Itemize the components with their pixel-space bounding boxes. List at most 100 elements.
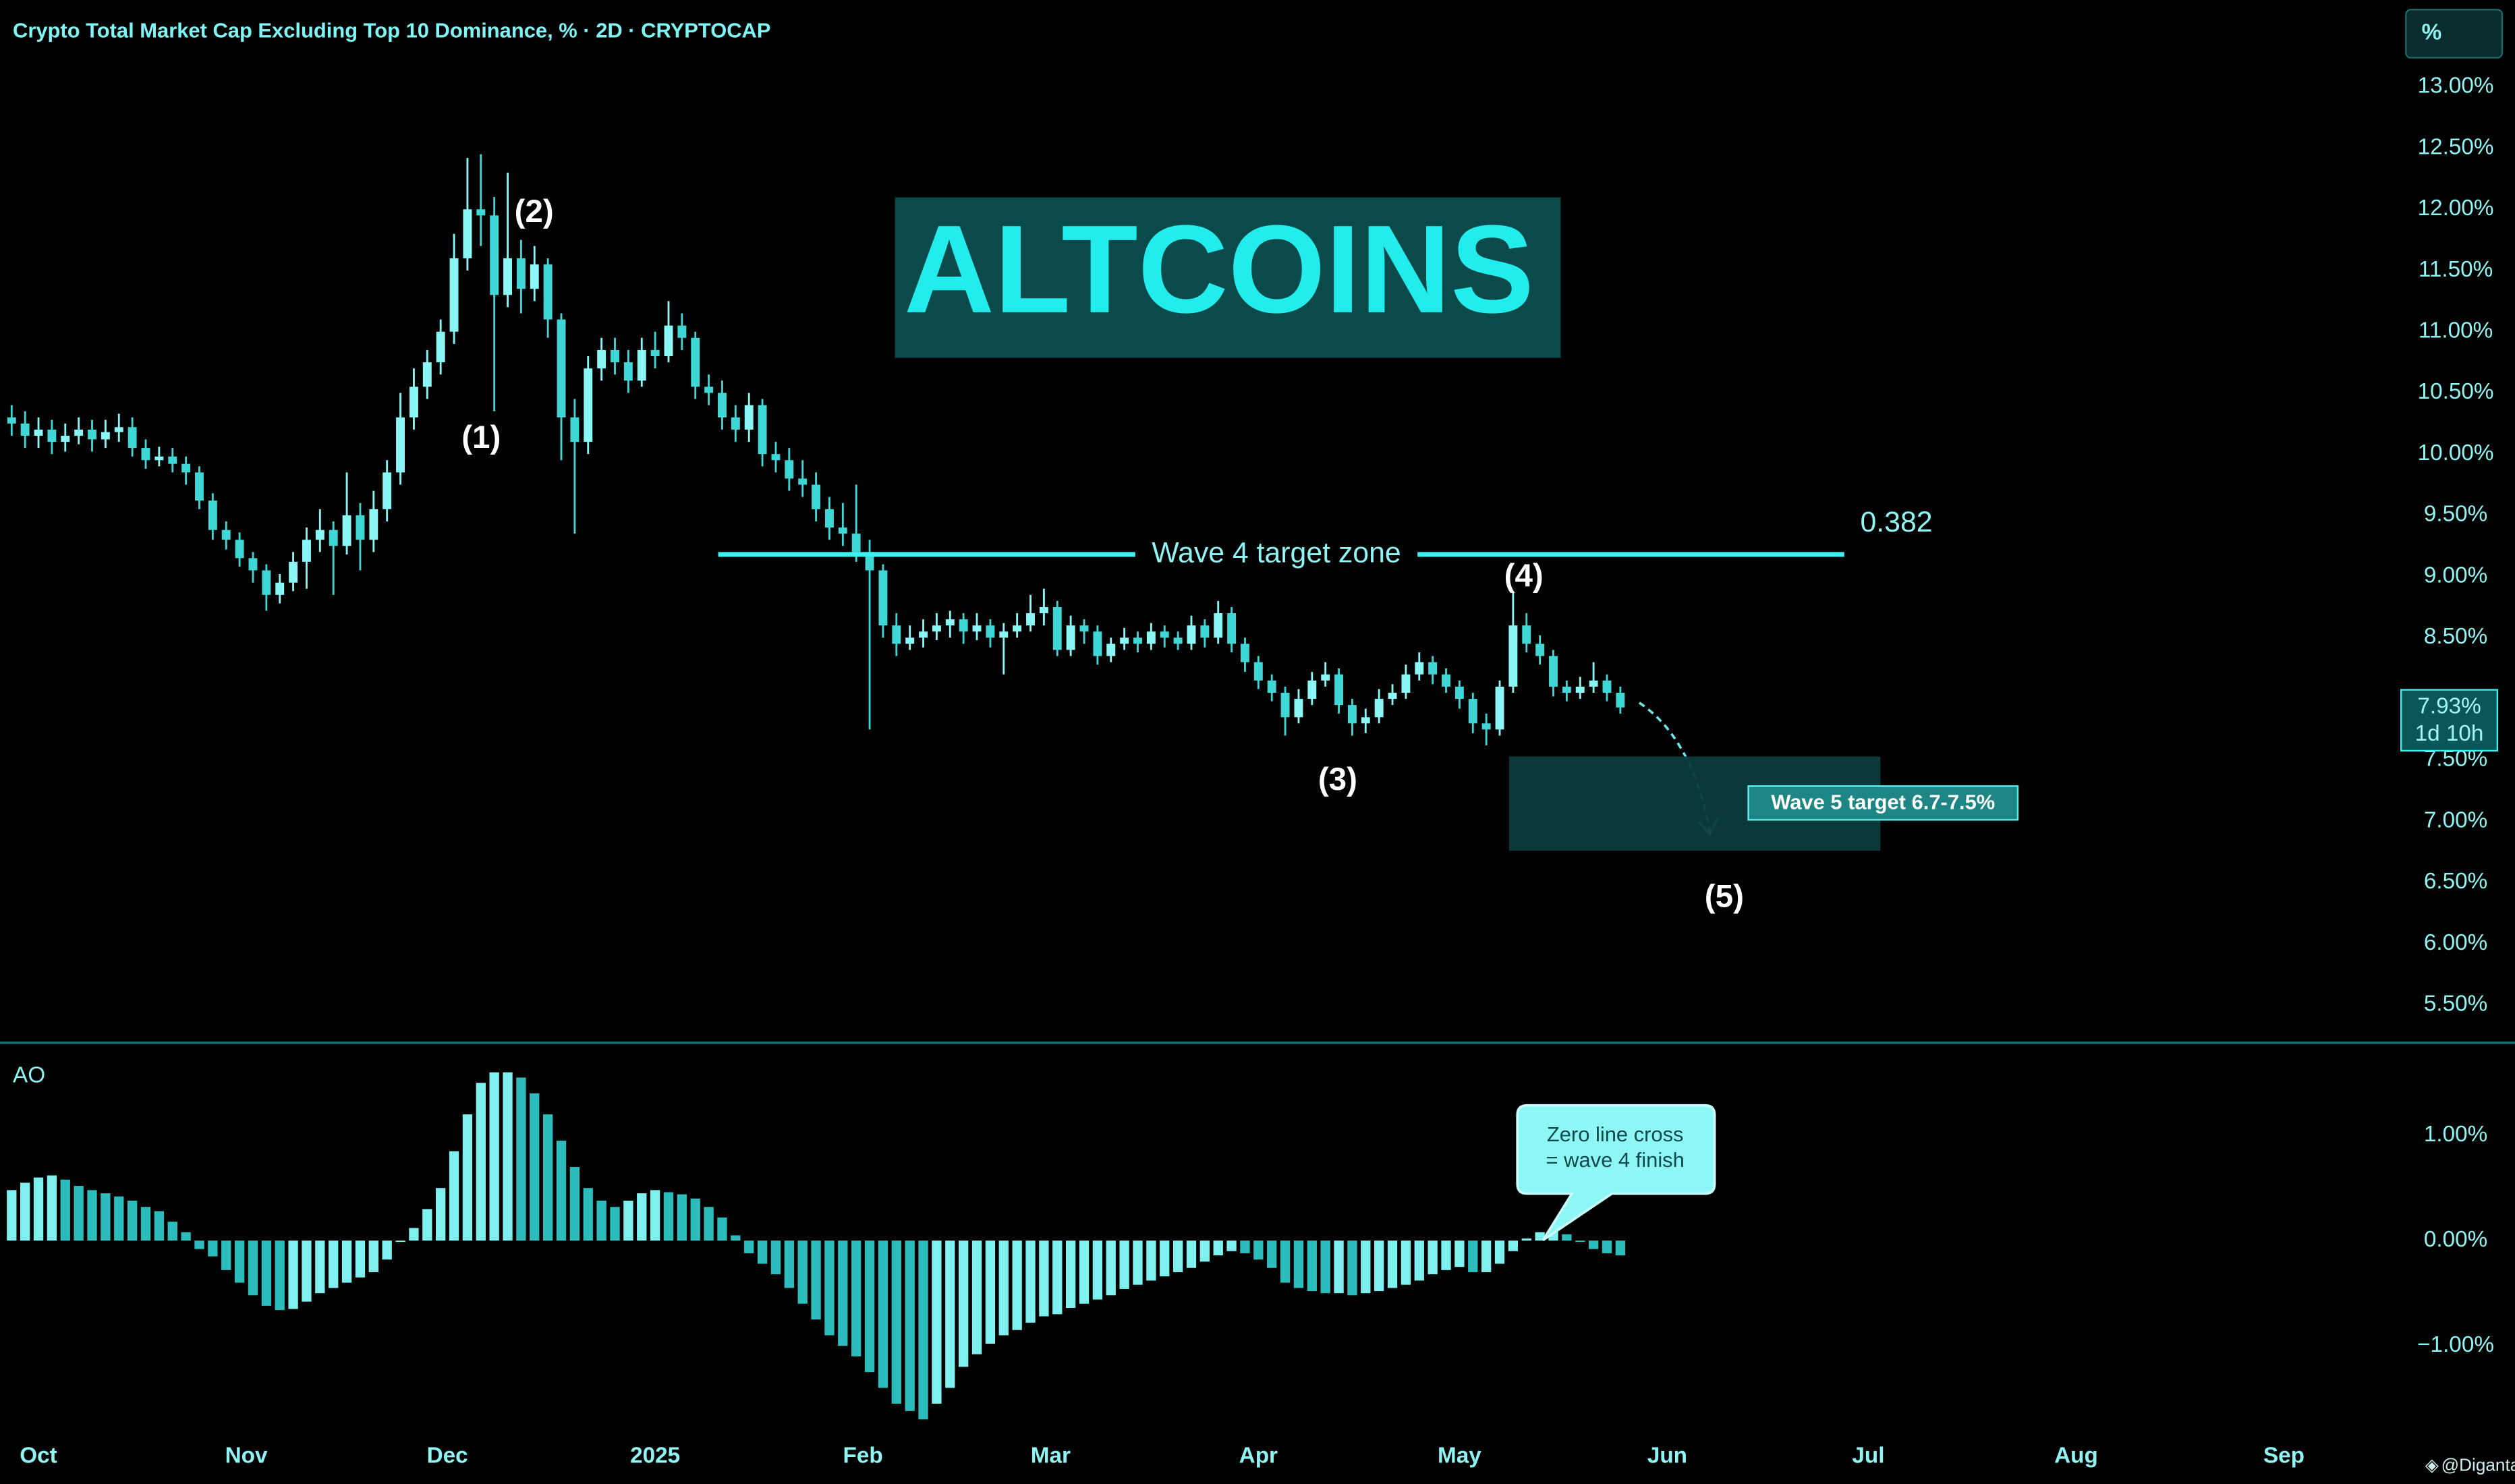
y-tick-label: 11.50% xyxy=(2419,257,2493,282)
candle-body xyxy=(409,387,418,418)
ao-bar xyxy=(181,1232,191,1241)
candle-body xyxy=(1307,680,1317,700)
candle-body xyxy=(114,427,123,432)
candle-body xyxy=(1415,662,1424,675)
candle-body xyxy=(1026,613,1035,626)
ao-bar xyxy=(1079,1240,1090,1304)
candle-body xyxy=(945,619,955,626)
candle-body xyxy=(1454,686,1464,700)
ao-bar xyxy=(1119,1240,1129,1289)
candle-body xyxy=(1334,674,1344,706)
ao-bar xyxy=(140,1207,151,1241)
candle-body xyxy=(449,258,459,332)
candle-body xyxy=(128,427,137,449)
wave-label: (1) xyxy=(461,420,501,455)
candle-body xyxy=(154,456,164,461)
candle-body xyxy=(369,509,378,540)
x-tick-label: Dec xyxy=(427,1443,468,1468)
candle-body xyxy=(611,349,619,363)
candle-body xyxy=(516,258,526,289)
candle-body xyxy=(1575,686,1585,693)
y-tick-label: 9.00% xyxy=(2424,563,2487,588)
target-line-gap xyxy=(1135,535,1418,574)
candle-body xyxy=(1401,674,1411,693)
ao-bar xyxy=(864,1240,875,1373)
candle-body xyxy=(1549,656,1558,687)
ao-bar xyxy=(329,1240,339,1288)
candle-body xyxy=(905,637,915,644)
ao-bar xyxy=(569,1167,580,1241)
ao-bar xyxy=(998,1240,1009,1336)
ao-bar xyxy=(610,1207,620,1241)
ao-bar xyxy=(275,1240,285,1311)
candle-body xyxy=(1052,606,1062,650)
ao-bar xyxy=(891,1240,901,1404)
candle-body xyxy=(1267,680,1276,693)
ao-bar xyxy=(1307,1240,1317,1292)
wave-label: (3) xyxy=(1318,762,1357,797)
candle-body xyxy=(570,417,580,443)
candle-body xyxy=(1146,631,1156,644)
ao-bar xyxy=(409,1228,419,1241)
candle-body xyxy=(1428,662,1438,675)
candle-body xyxy=(1388,693,1397,700)
ao-bar xyxy=(208,1240,218,1257)
y-tick-label: 5.50% xyxy=(2424,991,2487,1016)
ao-bar xyxy=(971,1240,982,1354)
candle-body xyxy=(1214,613,1223,638)
candle-body xyxy=(650,349,660,357)
candle-body xyxy=(1187,625,1196,644)
ao-bar xyxy=(1414,1240,1424,1281)
ao-bar xyxy=(476,1083,486,1241)
scale-button-label[interactable]: % xyxy=(2422,20,2442,45)
candle-body xyxy=(476,209,486,216)
y-tick-label: 6.50% xyxy=(2424,869,2487,894)
ao-bar xyxy=(1160,1240,1170,1277)
ao-bar xyxy=(154,1211,165,1241)
ao-bar xyxy=(851,1240,861,1357)
ao-bar xyxy=(838,1240,848,1346)
ao-title: AO xyxy=(13,1063,45,1088)
candle-body xyxy=(315,530,324,540)
candle-body xyxy=(1106,644,1116,656)
ao-bar xyxy=(1334,1240,1344,1294)
ao-bar xyxy=(690,1198,700,1241)
y-tick-label: 8.50% xyxy=(2424,624,2487,649)
chart-title: Crypto Total Market Cap Excluding Top 10… xyxy=(13,19,770,42)
candle-body xyxy=(61,435,70,443)
ao-bar xyxy=(368,1240,378,1272)
x-tick-label: Nov xyxy=(225,1443,268,1468)
candle-body xyxy=(731,417,740,430)
candle-body xyxy=(221,530,231,540)
candle-body xyxy=(1442,674,1450,687)
scale-button[interactable] xyxy=(2405,9,2504,59)
banner-box xyxy=(895,197,1561,358)
candle-body xyxy=(342,515,351,546)
candle-body xyxy=(262,570,271,595)
ao-bar xyxy=(677,1194,687,1241)
ao-bar xyxy=(1562,1234,1572,1241)
candle-body xyxy=(691,337,700,387)
ao-bar xyxy=(663,1192,674,1241)
ao-bar xyxy=(985,1240,996,1344)
ao-bar xyxy=(1106,1240,1116,1296)
ao-bar xyxy=(704,1207,714,1241)
ao-bar xyxy=(288,1240,298,1309)
candle-body xyxy=(1013,625,1022,632)
wave-label: (5) xyxy=(1705,878,1744,914)
candle-body xyxy=(785,460,794,479)
watermark-icon: ◈ xyxy=(2425,1455,2439,1475)
candle-body xyxy=(1253,662,1263,681)
y-tick-label: 1.00% xyxy=(2424,1122,2487,1147)
candle-body xyxy=(986,625,995,638)
candle-body xyxy=(919,631,928,638)
x-tick-label: Sep xyxy=(2263,1443,2305,1468)
candle-body xyxy=(1562,686,1571,693)
candle-body xyxy=(771,454,781,461)
ao-bar xyxy=(731,1235,741,1241)
x-tick-label: Jun xyxy=(1647,1443,1687,1468)
x-tick-label: Jul xyxy=(1852,1443,1884,1468)
ao-bar xyxy=(811,1240,821,1320)
ao-bar xyxy=(932,1240,942,1404)
ao-bar xyxy=(1172,1240,1183,1272)
